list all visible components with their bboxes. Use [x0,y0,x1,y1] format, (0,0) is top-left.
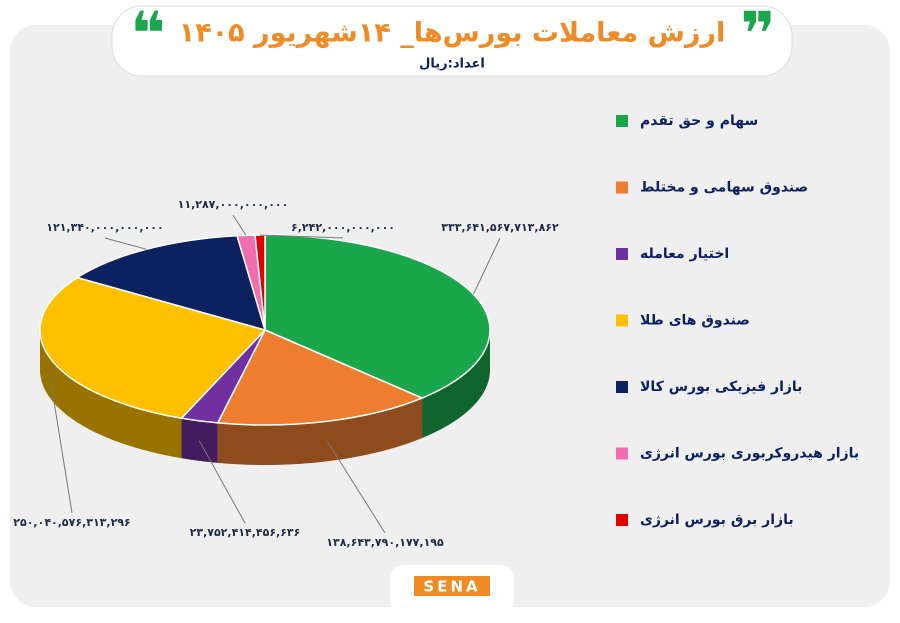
chart-subtitle: اعداد:ریال [419,57,485,72]
leader-line [198,440,246,524]
labels: ۳۳۳,۶۴۱,۵۶۷,۷۱۳,۸۶۲ ۱۳۸,۶۴۳,۷۹۰,۱۷۷,۱۹۵ ۲۳… [13,198,559,549]
logo-bg [414,576,490,596]
legend-swatch [616,181,628,194]
legend-label: سهام و حق تقدم [640,113,758,129]
slice-side [422,330,490,439]
legend-label: اختیار معامله [640,246,729,262]
value-label: ۱۱,۲۸۷,۰۰۰,۰۰۰,۰۰۰ [178,198,289,211]
leader-line [104,237,147,250]
legend-label: بازار برق بورس انرژی [640,512,794,528]
value-label: ۶,۲۴۲,۰۰۰,۰۰۰,۰۰۰ [291,221,395,234]
slice [264,234,491,399]
leader-line [49,378,73,514]
legend-label: بازار هیدروکربوری بورس انرژی [640,446,859,462]
slice-side [217,398,423,465]
quote-mark: ❞ [740,0,775,70]
value-label: ۱۳۸,۶۴۳,۷۹۰,۱۷۷,۱۹۵ [326,536,444,549]
legend-swatch [616,447,628,460]
leader-line [232,214,247,236]
logo: SENA [423,578,480,596]
slice [39,276,267,420]
value-label: ۲۵۰,۰۴۰,۵۷۶,۳۱۳,۲۹۶ [13,516,130,529]
slice-side [40,330,182,459]
legend-label: بازار فیزیکی بورس کالا [640,379,802,395]
leader-line [326,441,386,534]
value-label: ۳۳۳,۶۴۱,۵۶۷,۷۱۳,۸۶۲ [441,221,559,234]
legend-swatch [616,314,628,327]
slice [216,329,424,426]
leader-line [259,234,344,239]
legend-swatch [616,381,628,393]
chart-title: ارزش معاملات بورس‌ها_ ۱۴شهریور ۱۴۰۵ [179,18,726,49]
legend-swatch [616,115,628,127]
title-box [111,5,793,77]
legend: سهام و حق تقدم صندوق سهامی و مختلط اختیار … [616,113,859,528]
pie [39,234,491,465]
quote-mark: ❝ [130,0,165,70]
leader-line [472,237,501,295]
legend-label: صندوق سهامی و مختلط [640,180,808,196]
value-label: ۲۳,۷۵۲,۴۱۴,۴۵۶,۶۳۶ [190,526,301,539]
slice-side [181,418,218,463]
legend-swatch [616,514,628,526]
legend-label: صندوق های طلا [640,313,750,329]
legend-swatch [616,248,628,260]
value-label: ۱۲۱,۳۴۰,۰۰۰,۰۰۰,۰۰۰ [46,221,163,234]
